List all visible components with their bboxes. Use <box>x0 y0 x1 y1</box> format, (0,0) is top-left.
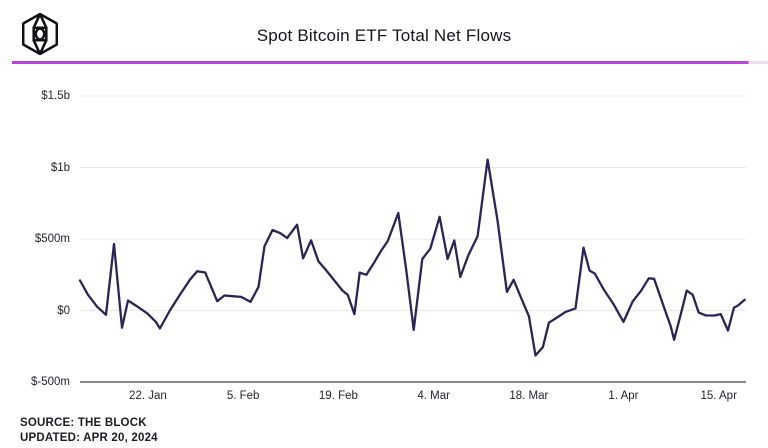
x-axis-tick-label: 18. Mar <box>509 390 549 402</box>
chart-footer: SOURCE: THE BLOCK UPDATED: APR 20, 2024 <box>20 416 158 445</box>
y-axis-tick-label: $500m <box>34 233 70 245</box>
y-axis-tick-label: $1.5b <box>41 90 70 102</box>
y-axis-tick-label: $-500m <box>31 376 70 388</box>
x-axis-tick-label: 22. Jan <box>129 390 167 402</box>
the-block-logo-icon <box>22 13 58 55</box>
chart-title: Spot Bitcoin ETF Total Net Flows <box>256 26 512 45</box>
x-axis-tick-label: 1. Apr <box>608 390 639 402</box>
updated-label: UPDATED: APR 20, 2024 <box>20 431 158 444</box>
y-axis-tick-label: $1b <box>50 161 70 174</box>
net-flows-line <box>78 158 746 357</box>
source-label: SOURCE: THE BLOCK <box>20 417 147 429</box>
x-axis-tick-label: 15. Apr <box>700 390 737 402</box>
x-axis-tick-label: 19. Feb <box>318 390 358 402</box>
header-divider <box>12 61 768 64</box>
y-axis-tick-label: $0 <box>57 304 70 317</box>
x-axis-tick-label: 4. Mar <box>417 390 450 402</box>
x-axis-tick-label: 5. Feb <box>226 390 260 402</box>
